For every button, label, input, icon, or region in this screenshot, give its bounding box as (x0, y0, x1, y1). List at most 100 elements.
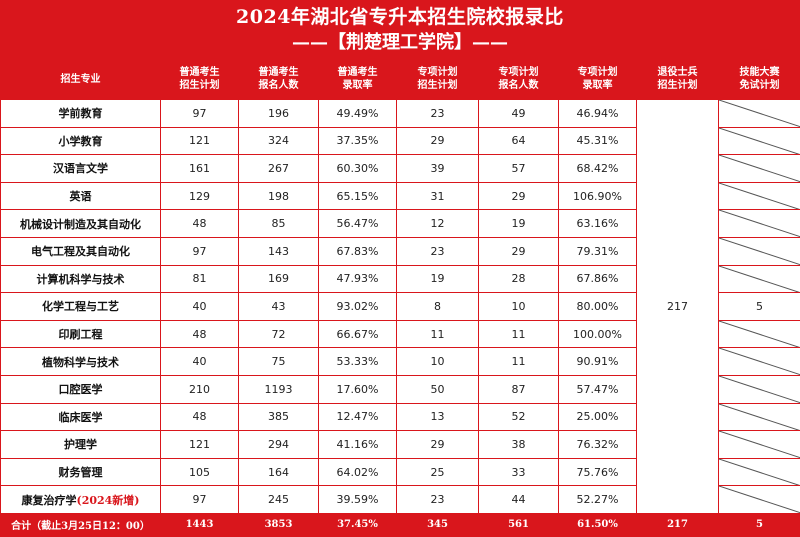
major-name: 化学工程与工艺 (42, 300, 119, 313)
cell-special-plan: 29 (397, 431, 479, 459)
cell-major: 植物科学与技术 (1, 348, 161, 376)
diagonal-slash (719, 100, 800, 127)
cell-major: 化学工程与工艺 (1, 293, 161, 321)
cell-plan: 97 (161, 100, 239, 128)
cell-applicants: 267 (239, 155, 319, 183)
diagonal-slash (719, 266, 800, 293)
header-text: 招生专业 (1, 73, 160, 86)
total-label: 合计（截止3月25日12：00） (1, 513, 161, 536)
cell-major: 印刷工程 (1, 320, 161, 348)
new-major-tag: (2024新增) (76, 494, 139, 507)
cell-plan: 161 (161, 155, 239, 183)
cell-plan: 81 (161, 265, 239, 293)
cell-special-applicants: 10 (479, 293, 559, 321)
header-text: 退役士兵 (637, 66, 718, 79)
cell-veteran-plan: 217 (637, 100, 719, 514)
cell-plan: 48 (161, 320, 239, 348)
cell-applicants: 85 (239, 210, 319, 238)
cell-special-rate: 79.31% (559, 237, 637, 265)
total-row: 合计（截止3月25日12：00） 1443 3853 37.45% 345 56… (1, 513, 800, 536)
cell-major: 临床医学 (1, 403, 161, 431)
cell-rate: 64.02% (319, 458, 397, 486)
cell-special-plan: 10 (397, 348, 479, 376)
cell-special-plan: 11 (397, 320, 479, 348)
cell-special-applicants: 28 (479, 265, 559, 293)
cell-major: 口腔医学 (1, 375, 161, 403)
cell-special-rate: 106.90% (559, 182, 637, 210)
cell-special-plan: 23 (397, 100, 479, 128)
cell-special-rate: 100.00% (559, 320, 637, 348)
diagonal-slash (719, 210, 800, 237)
header-row: 招生专业 普通考生招生计划 普通考生报名人数 普通考生录取率 专项计划招生计划 … (1, 59, 800, 100)
cell-applicants: 198 (239, 182, 319, 210)
cell-rate: 65.15% (319, 182, 397, 210)
cell-special-applicants: 11 (479, 320, 559, 348)
cell-special-plan: 29 (397, 127, 479, 155)
cell-special-plan: 13 (397, 403, 479, 431)
cell-rate: 39.59% (319, 486, 397, 514)
cell-major: 护理学 (1, 431, 161, 459)
header-text: 招生计划 (637, 79, 718, 92)
cell-special-applicants: 87 (479, 375, 559, 403)
cell-plan: 97 (161, 237, 239, 265)
header-text: 普通考生 (239, 66, 318, 79)
cell-special-applicants: 44 (479, 486, 559, 514)
col-header-rate: 普通考生录取率 (319, 59, 397, 100)
cell-special-rate: 46.94% (559, 100, 637, 128)
cell-special-applicants: 64 (479, 127, 559, 155)
admission-table: 招生专业 普通考生招生计划 普通考生报名人数 普通考生录取率 专项计划招生计划 … (0, 58, 800, 537)
col-header-special-rate: 专项计划录取率 (559, 59, 637, 100)
cell-special-applicants: 11 (479, 348, 559, 376)
header-text: 招生计划 (397, 79, 478, 92)
cell-special-rate: 76.32% (559, 431, 637, 459)
cell-special-rate: 90.91% (559, 348, 637, 376)
cell-plan: 40 (161, 348, 239, 376)
header-text: 专项计划 (479, 66, 558, 79)
cell-empty-slashed (719, 348, 800, 376)
cell-rate: 66.67% (319, 320, 397, 348)
total-rate: 37.45% (319, 513, 397, 536)
cell-major: 小学教育 (1, 127, 161, 155)
cell-rate: 49.49% (319, 100, 397, 128)
cell-empty-slashed (719, 127, 800, 155)
cell-major: 学前教育 (1, 100, 161, 128)
cell-empty-slashed (719, 265, 800, 293)
diagonal-slash (719, 238, 800, 265)
cell-empty-slashed (719, 100, 800, 128)
diagonal-slash (719, 155, 800, 182)
cell-special-plan: 25 (397, 458, 479, 486)
cell-skill-contest-plan: 5 (719, 293, 800, 321)
school-name: ——【荆楚理工学院】—— (0, 32, 800, 54)
cell-special-applicants: 57 (479, 155, 559, 183)
col-header-special-applicants: 专项计划报名人数 (479, 59, 559, 100)
major-name: 计算机科学与技术 (37, 273, 125, 286)
cell-rate: 53.33% (319, 348, 397, 376)
cell-special-plan: 12 (397, 210, 479, 238)
total-special-rate: 61.50% (559, 513, 637, 536)
cell-applicants: 385 (239, 403, 319, 431)
cell-empty-slashed (719, 155, 800, 183)
cell-plan: 97 (161, 486, 239, 514)
major-name: 学前教育 (59, 107, 103, 120)
col-header-major: 招生专业 (1, 59, 161, 100)
total-plan: 1443 (161, 513, 239, 536)
cell-rate: 12.47% (319, 403, 397, 431)
cell-plan: 121 (161, 127, 239, 155)
cell-special-plan: 23 (397, 486, 479, 514)
cell-applicants: 43 (239, 293, 319, 321)
cell-applicants: 294 (239, 431, 319, 459)
cell-special-plan: 39 (397, 155, 479, 183)
cell-rate: 67.83% (319, 237, 397, 265)
header-text: 录取率 (559, 79, 636, 92)
major-name: 电气工程及其自动化 (31, 245, 130, 258)
cell-empty-slashed (719, 182, 800, 210)
cell-applicants: 1193 (239, 375, 319, 403)
cell-empty-slashed (719, 403, 800, 431)
cell-empty-slashed (719, 486, 800, 514)
cell-special-rate: 67.86% (559, 265, 637, 293)
major-name: 康复治疗学 (21, 494, 76, 507)
cell-plan: 105 (161, 458, 239, 486)
cell-special-applicants: 19 (479, 210, 559, 238)
cell-applicants: 72 (239, 320, 319, 348)
